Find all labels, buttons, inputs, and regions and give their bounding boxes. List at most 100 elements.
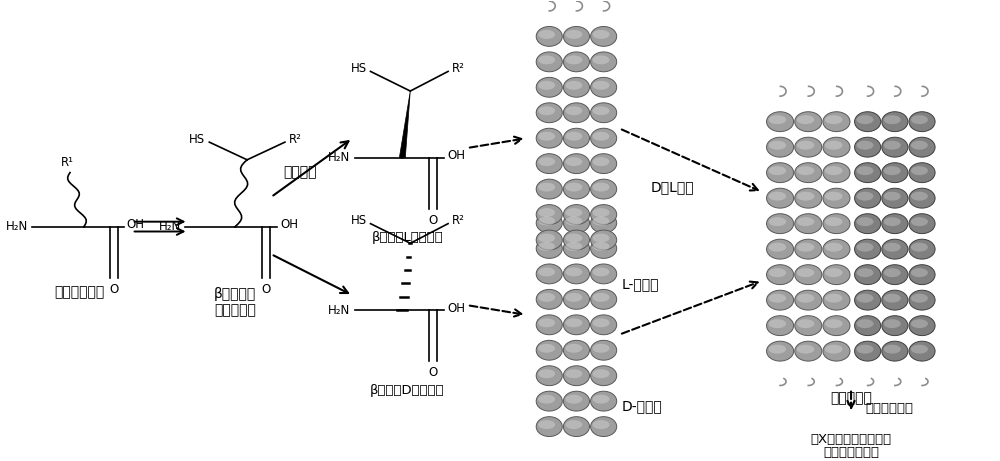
Ellipse shape <box>565 395 582 404</box>
Ellipse shape <box>593 242 610 251</box>
Text: O: O <box>429 366 438 379</box>
Ellipse shape <box>538 344 555 353</box>
Ellipse shape <box>591 103 617 123</box>
Ellipse shape <box>857 319 874 328</box>
Ellipse shape <box>825 345 843 354</box>
Ellipse shape <box>797 115 814 124</box>
Text: R²: R² <box>452 62 465 75</box>
Ellipse shape <box>855 214 881 234</box>
Text: O: O <box>109 283 118 296</box>
Ellipse shape <box>825 217 843 226</box>
Ellipse shape <box>593 267 610 277</box>
Ellipse shape <box>563 290 590 309</box>
Ellipse shape <box>536 230 562 250</box>
Ellipse shape <box>565 64 588 70</box>
Ellipse shape <box>565 89 588 95</box>
Ellipse shape <box>538 89 561 95</box>
Ellipse shape <box>825 166 843 175</box>
Ellipse shape <box>796 302 820 308</box>
Text: OH: OH <box>127 218 145 231</box>
Ellipse shape <box>536 238 562 258</box>
Ellipse shape <box>884 242 901 252</box>
Ellipse shape <box>824 225 849 231</box>
Ellipse shape <box>910 251 934 257</box>
Text: R¹: R¹ <box>61 156 74 169</box>
Ellipse shape <box>592 301 615 307</box>
Ellipse shape <box>769 319 786 328</box>
Ellipse shape <box>911 115 928 124</box>
Ellipse shape <box>909 112 935 132</box>
Ellipse shape <box>565 140 588 146</box>
Ellipse shape <box>591 366 617 385</box>
Ellipse shape <box>910 328 934 334</box>
Ellipse shape <box>565 165 588 171</box>
Ellipse shape <box>565 344 582 353</box>
Ellipse shape <box>565 81 582 90</box>
Ellipse shape <box>825 242 843 252</box>
Ellipse shape <box>538 369 555 378</box>
Ellipse shape <box>857 217 874 226</box>
Ellipse shape <box>823 188 850 208</box>
Ellipse shape <box>909 239 935 259</box>
Ellipse shape <box>767 341 794 361</box>
Ellipse shape <box>536 366 562 385</box>
Ellipse shape <box>592 327 615 333</box>
Ellipse shape <box>563 417 590 437</box>
Ellipse shape <box>592 64 615 70</box>
Ellipse shape <box>884 294 901 302</box>
Text: L-蛋白质: L-蛋白质 <box>621 278 659 292</box>
Ellipse shape <box>563 230 590 250</box>
Ellipse shape <box>823 316 850 336</box>
Ellipse shape <box>538 191 561 197</box>
Ellipse shape <box>856 302 879 308</box>
Ellipse shape <box>536 26 562 46</box>
Ellipse shape <box>769 217 786 226</box>
Ellipse shape <box>911 141 928 150</box>
Ellipse shape <box>538 217 561 223</box>
Ellipse shape <box>795 265 822 284</box>
Ellipse shape <box>910 277 934 283</box>
Ellipse shape <box>591 52 617 72</box>
Ellipse shape <box>565 378 588 384</box>
Ellipse shape <box>768 175 792 181</box>
Ellipse shape <box>593 319 610 327</box>
Ellipse shape <box>538 403 561 409</box>
Ellipse shape <box>768 251 792 257</box>
Ellipse shape <box>909 265 935 284</box>
Ellipse shape <box>538 242 555 251</box>
Ellipse shape <box>538 242 561 248</box>
Ellipse shape <box>563 52 590 72</box>
Ellipse shape <box>565 208 582 217</box>
Ellipse shape <box>883 302 907 308</box>
Ellipse shape <box>593 132 610 141</box>
Ellipse shape <box>767 112 794 132</box>
Ellipse shape <box>538 132 555 141</box>
Ellipse shape <box>796 175 820 181</box>
Ellipse shape <box>592 403 615 409</box>
Ellipse shape <box>857 166 874 175</box>
Ellipse shape <box>591 238 617 258</box>
Text: 消旋蛋白质: 消旋蛋白质 <box>830 391 872 406</box>
Ellipse shape <box>536 264 562 284</box>
Ellipse shape <box>883 124 907 130</box>
Ellipse shape <box>884 319 901 328</box>
Ellipse shape <box>563 315 590 335</box>
Ellipse shape <box>565 234 582 242</box>
Ellipse shape <box>536 315 562 335</box>
Ellipse shape <box>591 264 617 284</box>
Ellipse shape <box>825 268 843 277</box>
Ellipse shape <box>592 225 615 231</box>
Ellipse shape <box>883 200 907 206</box>
Ellipse shape <box>563 238 590 258</box>
Ellipse shape <box>768 353 792 359</box>
Ellipse shape <box>882 188 908 208</box>
Ellipse shape <box>795 239 822 259</box>
Ellipse shape <box>538 106 555 115</box>
Ellipse shape <box>910 124 934 130</box>
Ellipse shape <box>769 242 786 252</box>
Ellipse shape <box>911 345 928 354</box>
Ellipse shape <box>592 140 615 146</box>
Ellipse shape <box>857 345 874 354</box>
Ellipse shape <box>767 316 794 336</box>
Ellipse shape <box>536 52 562 72</box>
